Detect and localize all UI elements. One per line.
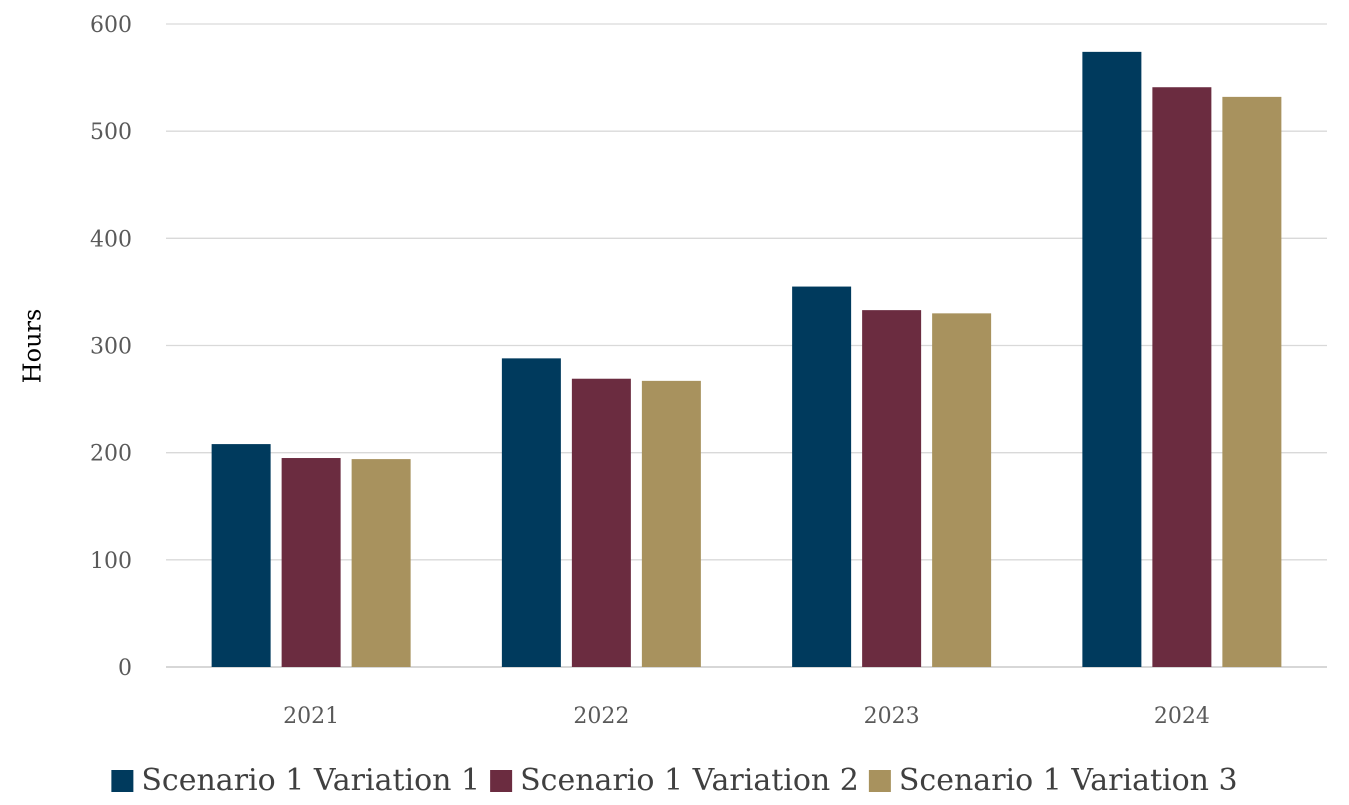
legend-item: Scenario 1 Variation 2	[490, 763, 859, 798]
y-tick-label: 400	[90, 227, 132, 252]
y-tick-label: 100	[90, 549, 132, 574]
legend: Scenario 1 Variation 1 Scenario 1 Variati…	[111, 763, 1238, 798]
legend-label: Scenario 1 Variation 3	[899, 763, 1238, 798]
bar-2024-series-1	[1082, 51, 1142, 667]
y-axis-title: Hours	[19, 309, 47, 384]
y-tick-label: 0	[118, 656, 132, 681]
legend-swatch	[490, 770, 513, 792]
legend-item: Scenario 1 Variation 3	[868, 763, 1238, 798]
y-tick-label: 300	[90, 335, 132, 360]
x-axis-ticks: 2021 2022 2023 2024	[283, 704, 1210, 729]
legend-swatch	[111, 770, 134, 792]
y-tick-label: 200	[90, 442, 132, 467]
bar-2021-series-1	[211, 444, 271, 667]
y-axis-ticks: 0 100 200 300 400 500 600	[90, 13, 132, 681]
bar-2021-series-2	[281, 458, 341, 667]
bar-2023-series-1	[792, 286, 852, 667]
bar-2022-series-1	[501, 358, 561, 667]
bar-2022-series-3	[641, 380, 701, 667]
bars	[211, 51, 1282, 667]
legend-swatch	[868, 770, 891, 792]
legend-item: Scenario 1 Variation 1	[111, 763, 480, 798]
bar-2022-series-2	[571, 378, 631, 667]
x-tick-label: 2022	[573, 704, 629, 729]
legend-label: Scenario 1 Variation 1	[141, 763, 480, 798]
bar-2024-series-2	[1152, 87, 1212, 667]
x-tick-label: 2024	[1154, 704, 1210, 729]
bar-2023-series-3	[932, 313, 992, 667]
bar-2023-series-2	[862, 310, 922, 667]
x-tick-label: 2021	[283, 704, 339, 729]
bar-2024-series-3	[1222, 96, 1282, 667]
y-tick-label: 600	[90, 13, 132, 38]
legend-label: Scenario 1 Variation 2	[520, 763, 859, 798]
x-tick-label: 2023	[864, 704, 920, 729]
bar-2021-series-3	[351, 459, 411, 667]
y-tick-label: 500	[90, 120, 132, 145]
